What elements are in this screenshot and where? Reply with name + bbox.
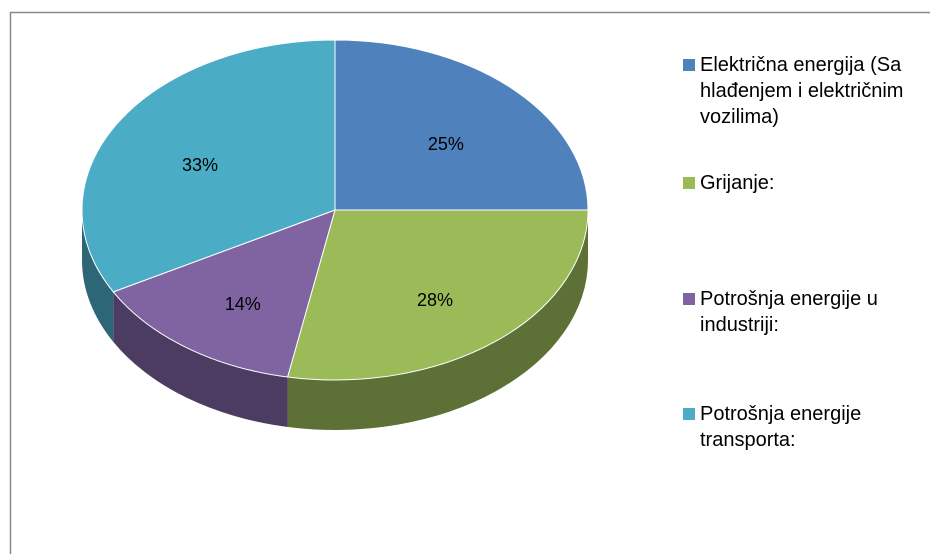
legend-swatch <box>683 293 695 305</box>
data-label: 33% <box>182 155 218 175</box>
slice-side <box>287 210 588 430</box>
slice <box>334 39 589 211</box>
data-label: 14% <box>225 294 261 314</box>
data-label: 25% <box>428 134 464 154</box>
slice <box>81 39 336 293</box>
legend-swatch <box>683 177 695 189</box>
legend-label: Grijanje: <box>700 172 775 194</box>
legend-label: Potrošnja energije transporta: <box>700 403 862 451</box>
legend-item: Električna energija (Sa hlađenjem i elek… <box>683 52 928 130</box>
legend-label: Potrošnja energije u industriji: <box>700 288 878 336</box>
data-label: 28% <box>417 290 453 310</box>
legend-item: Potrošnja energije transporta: <box>683 401 928 453</box>
slice-side <box>82 210 114 342</box>
slice <box>286 209 589 381</box>
legend-label: Električna energija (Sa hlađenjem i elek… <box>700 54 904 128</box>
legend-swatch <box>683 59 695 71</box>
chart-frame <box>9 11 930 554</box>
legend-item: Potrošnja energije u industriji: <box>683 286 928 338</box>
legend-swatch <box>683 408 695 420</box>
slice <box>112 209 336 378</box>
slice-side <box>113 291 288 427</box>
legend-item: Grijanje: <box>683 170 928 196</box>
